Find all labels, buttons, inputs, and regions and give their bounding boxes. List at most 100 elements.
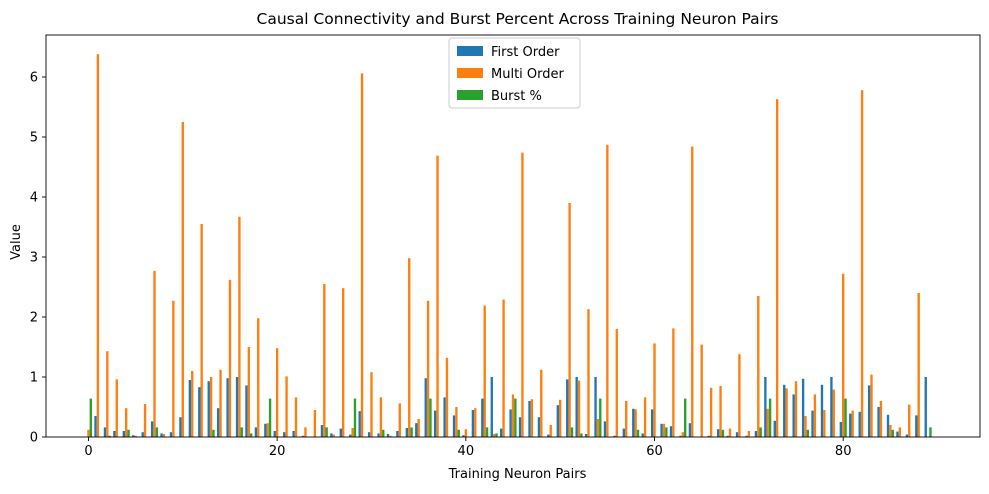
bar-first-order	[905, 434, 909, 437]
bar-first-order	[820, 384, 824, 437]
chart-title: Causal Connectivity and Burst Percent Ac…	[257, 10, 779, 28]
bar-first-order	[264, 423, 267, 437]
y-tick-label: 1	[30, 371, 38, 386]
bar-multi-order	[757, 296, 760, 437]
bar-multi-order	[323, 284, 326, 437]
bar-burst	[325, 427, 328, 437]
bar-multi-order	[625, 401, 628, 437]
bar-first-order	[858, 411, 861, 437]
bar-first-order	[783, 384, 786, 437]
bar-first-order	[433, 410, 437, 437]
bar-multi-order	[889, 425, 892, 437]
bar-multi-order	[521, 152, 524, 437]
bar-burst	[684, 398, 687, 437]
bar-multi-order	[502, 299, 505, 437]
bar-first-order	[283, 432, 286, 437]
bar-burst	[485, 427, 489, 437]
bar-first-order	[367, 432, 371, 437]
bar-first-order	[150, 421, 154, 437]
bar-first-order	[349, 434, 352, 437]
bar-multi-order	[492, 434, 496, 437]
bar-multi-order	[209, 377, 213, 437]
bar-multi-order	[172, 300, 175, 437]
bar-multi-order	[917, 293, 920, 437]
bar-burst	[429, 398, 432, 437]
bar-burst	[495, 433, 498, 437]
x-tick-label: 20	[269, 444, 286, 459]
bar-multi-order	[662, 423, 666, 437]
bar-first-order	[915, 415, 918, 437]
bar-burst	[240, 427, 243, 437]
bar-multi-order	[275, 348, 279, 437]
y-axis-title: Value	[9, 224, 24, 260]
bar-first-order	[471, 410, 475, 437]
bar-first-order	[245, 385, 248, 437]
bar-multi-order	[87, 429, 90, 437]
bar-first-order	[537, 417, 541, 437]
bar-burst	[599, 398, 602, 437]
bar-first-order	[584, 434, 588, 437]
bar-multi-order	[577, 380, 581, 437]
legend-label-multi-order: Multi Order	[491, 67, 565, 82]
bar-first-order	[405, 428, 409, 437]
bar-first-order	[518, 417, 522, 437]
bar-multi-order	[823, 410, 826, 437]
bar-first-order	[94, 416, 97, 437]
y-tick-label: 4	[30, 191, 38, 206]
bar-first-order	[886, 414, 890, 437]
bar-burst	[89, 398, 92, 437]
bar-first-order	[811, 410, 814, 437]
bar-multi-order	[191, 371, 194, 437]
bar-first-order	[235, 377, 239, 437]
bar-multi-order	[464, 429, 468, 437]
bar-first-order	[632, 408, 635, 437]
bar-first-order	[528, 401, 531, 437]
bar-multi-order	[96, 54, 100, 437]
bar-first-order	[377, 433, 380, 437]
bar-first-order	[207, 381, 210, 437]
y-tick-label: 3	[30, 251, 38, 266]
bar-multi-order	[379, 397, 383, 437]
bar-multi-order	[672, 328, 675, 437]
bar-first-order	[688, 423, 692, 437]
bar-multi-order	[219, 369, 222, 437]
bar-first-order	[481, 398, 484, 437]
bar-multi-order	[596, 419, 600, 437]
bar-first-order	[452, 415, 456, 437]
bar-multi-order	[115, 379, 118, 437]
bar-multi-order	[540, 369, 543, 437]
bar-first-order	[773, 420, 776, 437]
bar-multi-order	[304, 427, 307, 437]
bar-burst	[636, 429, 640, 437]
bar-multi-order	[606, 144, 609, 438]
bar-burst	[353, 398, 357, 437]
bar-multi-order	[143, 404, 147, 437]
bar-burst	[155, 427, 159, 437]
bar-multi-order	[360, 73, 364, 438]
bar-multi-order	[549, 425, 552, 437]
bar-multi-order	[728, 428, 732, 437]
bar-first-order	[924, 377, 927, 437]
bar-multi-order	[813, 394, 817, 437]
bar-first-order	[169, 432, 173, 437]
bar-multi-order	[389, 435, 392, 437]
bar-multi-order	[342, 288, 345, 437]
bar-first-order	[801, 378, 805, 437]
bar-multi-order	[313, 410, 317, 437]
bar-first-order	[896, 431, 899, 437]
bar-multi-order	[851, 410, 854, 437]
bar-first-order	[650, 409, 654, 437]
bar-multi-order	[615, 329, 618, 437]
axes-group: 0 20 40 60 80 0 1 2 3 4 5 6	[30, 34, 981, 459]
bar-multi-order	[181, 122, 184, 437]
bar-multi-order	[747, 431, 751, 437]
bar-multi-order	[200, 224, 203, 437]
bar-first-order	[660, 423, 663, 437]
bar-first-order	[490, 377, 493, 437]
bar-multi-order	[426, 300, 430, 437]
bar-multi-order	[530, 399, 534, 437]
bar-first-order	[292, 431, 295, 437]
y-tick-label: 6	[30, 71, 38, 86]
bar-first-order	[849, 413, 852, 437]
